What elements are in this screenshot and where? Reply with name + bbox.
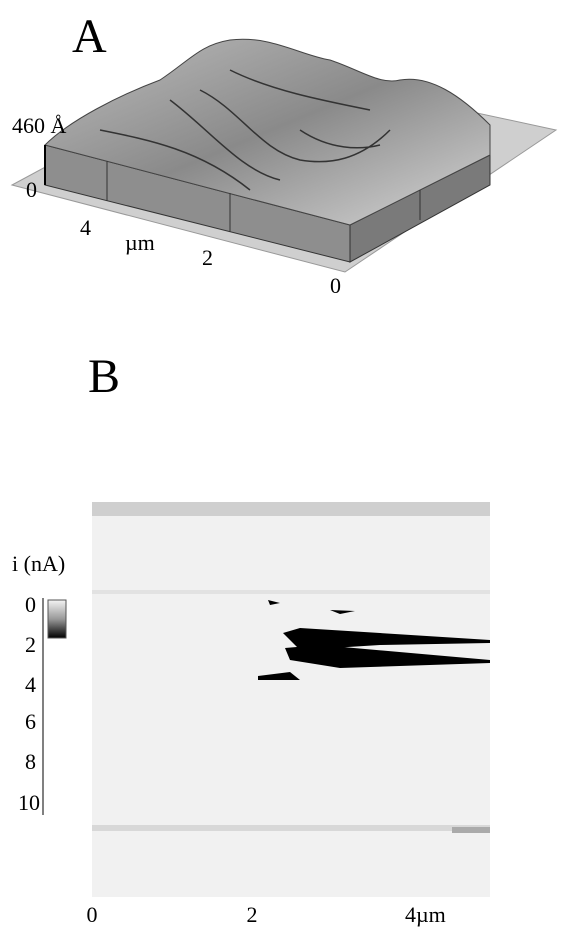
- z-label: 460 Å: [12, 113, 67, 138]
- color-bar: [47, 599, 67, 639]
- scale-tick: 4: [25, 672, 36, 697]
- scale-tick: 8: [25, 749, 36, 774]
- map-band: [452, 827, 490, 833]
- panel-label: A: [72, 10, 107, 63]
- x-tick: 4µm: [405, 902, 446, 927]
- axis-label: µm: [125, 230, 155, 255]
- scale-tick: 10: [18, 790, 40, 815]
- map-band: [92, 825, 490, 831]
- map-band: [92, 590, 490, 594]
- axis-label: 0: [330, 273, 341, 298]
- scale-tick: 2: [25, 632, 36, 657]
- axis-label: 4: [80, 215, 91, 240]
- x-tick: 2: [247, 902, 258, 927]
- scale-tick: 6: [25, 709, 36, 734]
- axis-label: 2: [202, 245, 213, 270]
- map-band: [92, 502, 490, 516]
- panel-a: A 460 Å 0 4 µm 2 0: [10, 10, 558, 298]
- z-zero: 0: [26, 177, 37, 202]
- x-tick: 0: [87, 902, 98, 927]
- surface-detail: [99, 69, 391, 191]
- panel-b: B i (nA) 0 2 4 6 8 10 0 2 4µm: [12, 350, 490, 927]
- surface: [44, 38, 491, 226]
- scale-title: i (nA): [12, 551, 65, 576]
- panel-label: B: [88, 350, 120, 403]
- current-map: [92, 502, 490, 897]
- scale-tick: 0: [25, 592, 36, 617]
- current-spots: [258, 600, 490, 680]
